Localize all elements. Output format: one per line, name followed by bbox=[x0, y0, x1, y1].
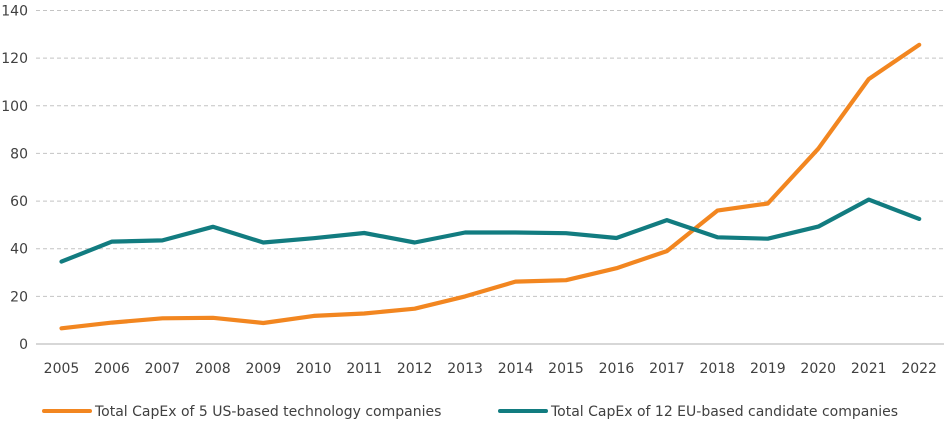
y-axis-ticks: 0 20 40 60 80 100 120 140 bbox=[1, 4, 28, 354]
y-tick-label: 140 bbox=[1, 4, 28, 20]
x-tick-label: 2006 bbox=[94, 361, 130, 377]
x-tick-label: 2019 bbox=[750, 361, 786, 377]
x-tick-label: 2010 bbox=[296, 361, 332, 377]
y-tick-label: 80 bbox=[10, 146, 28, 162]
x-tick-label: 2007 bbox=[145, 361, 181, 377]
x-tick-label: 2011 bbox=[346, 361, 382, 377]
y-tick-label: 40 bbox=[10, 242, 28, 258]
x-tick-label: 2005 bbox=[44, 361, 80, 377]
x-tick-label: 2016 bbox=[599, 361, 635, 377]
legend-label: Total CapEx of 12 EU-based candidate com… bbox=[550, 404, 898, 420]
y-tick-label: 100 bbox=[1, 99, 28, 115]
legend: Total CapEx of 5 US-based technology com… bbox=[42, 404, 898, 420]
y-tick-label: 60 bbox=[10, 194, 28, 210]
x-tick-label: 2014 bbox=[498, 361, 534, 377]
x-tick-label: 2018 bbox=[700, 361, 736, 377]
x-tick-label: 2008 bbox=[195, 361, 231, 377]
series-line-eu-candidate bbox=[59, 197, 922, 264]
y-tick-label: 20 bbox=[10, 289, 28, 305]
x-tick-label: 2020 bbox=[800, 361, 836, 377]
x-tick-label: 2013 bbox=[447, 361, 483, 377]
x-tick-label: 2017 bbox=[649, 361, 685, 377]
x-tick-label: 2021 bbox=[851, 361, 887, 377]
gridlines bbox=[36, 10, 944, 345]
x-axis-ticks: 2005 2006 2007 2008 2009 2010 2011 2012 2013 2014… bbox=[44, 361, 937, 377]
x-tick-label: 2022 bbox=[901, 361, 937, 377]
x-tick-label: 2009 bbox=[245, 361, 281, 377]
series-line-us-tech bbox=[59, 42, 922, 331]
x-tick-label: 2015 bbox=[548, 361, 584, 377]
legend-label: Total CapEx of 5 US-based technology com… bbox=[94, 404, 441, 420]
y-tick-label: 120 bbox=[1, 51, 28, 67]
x-tick-label: 2012 bbox=[397, 361, 433, 377]
series-lines bbox=[59, 42, 922, 331]
y-tick-label: 0 bbox=[19, 337, 28, 353]
